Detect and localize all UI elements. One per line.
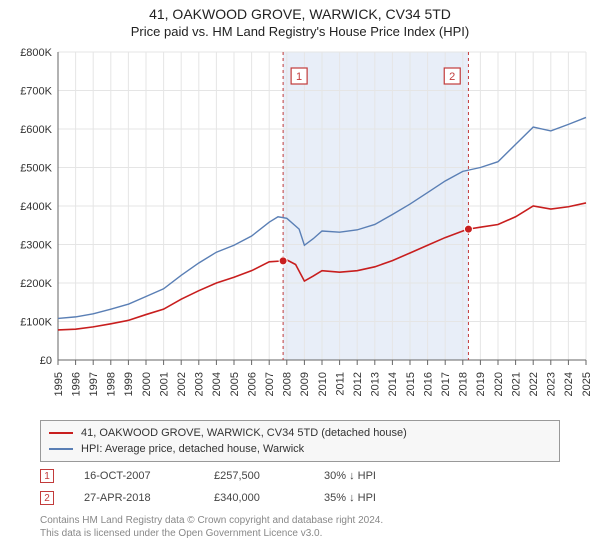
svg-text:2010: 2010 (317, 372, 329, 396)
sale-price: £257,500 (214, 470, 324, 482)
svg-text:2000: 2000 (141, 372, 153, 396)
sale-row: 1 16-OCT-2007£257,50030% ↓ HPI (40, 465, 560, 487)
svg-text:2025: 2025 (581, 372, 592, 396)
svg-text:1998: 1998 (106, 372, 118, 396)
svg-text:2023: 2023 (546, 372, 558, 396)
sale-diff: 30% ↓ HPI (324, 470, 434, 482)
svg-text:£100K: £100K (20, 317, 52, 329)
svg-text:1999: 1999 (123, 372, 135, 396)
svg-text:2014: 2014 (387, 372, 399, 396)
chart-svg: £0 £100K £200K £300K £400K £500K £600K £700K £80… (8, 44, 592, 416)
legend: 41, OAKWOOD GROVE, WARWICK, CV34 5TD (de… (40, 420, 560, 462)
sale-price: £340,000 (214, 492, 324, 504)
page-subtitle: Price paid vs. HM Land Registry's House … (0, 24, 600, 39)
svg-text:2001: 2001 (158, 372, 170, 396)
svg-text:2024: 2024 (563, 372, 575, 396)
svg-text:£200K: £200K (20, 278, 52, 290)
sale-marker: 1 (40, 469, 54, 483)
legend-row: HPI: Average price, detached house, Warw… (49, 441, 551, 457)
svg-text:2002: 2002 (176, 372, 188, 396)
svg-text:2015: 2015 (405, 372, 417, 396)
svg-text:£800K: £800K (20, 47, 52, 59)
svg-text:2003: 2003 (194, 372, 206, 396)
svg-text:2022: 2022 (528, 372, 540, 396)
svg-text:£0: £0 (40, 355, 52, 367)
price-chart: £0 £100K £200K £300K £400K £500K £600K £700K £80… (8, 44, 592, 416)
svg-text:2013: 2013 (370, 372, 382, 396)
legend-swatch (49, 432, 73, 434)
legend-row: 41, OAKWOOD GROVE, WARWICK, CV34 5TD (de… (49, 425, 551, 441)
legend-swatch (49, 448, 73, 450)
svg-text:2008: 2008 (282, 372, 294, 396)
svg-text:2021: 2021 (510, 372, 522, 396)
page-title: 41, OAKWOOD GROVE, WARWICK, CV34 5TD (0, 6, 600, 22)
svg-text:2018: 2018 (458, 372, 470, 396)
attribution-line-1: Contains HM Land Registry data © Crown c… (40, 514, 560, 527)
svg-text:2016: 2016 (422, 372, 434, 396)
svg-text:2007: 2007 (264, 372, 276, 396)
svg-text:1997: 1997 (88, 372, 100, 396)
svg-text:2012: 2012 (352, 372, 364, 396)
svg-text:2017: 2017 (440, 372, 452, 396)
svg-text:£400K: £400K (20, 201, 52, 213)
svg-text:1995: 1995 (53, 372, 65, 396)
svg-text:1: 1 (296, 71, 302, 83)
attribution: Contains HM Land Registry data © Crown c… (40, 514, 560, 540)
sale-date: 27-APR-2018 (84, 492, 214, 504)
attribution-line-2: This data is licensed under the Open Gov… (40, 527, 560, 540)
sale-date: 16-OCT-2007 (84, 470, 214, 482)
svg-text:£300K: £300K (20, 240, 52, 252)
legend-label: HPI: Average price, detached house, Warw… (81, 443, 304, 455)
sale-diff: 35% ↓ HPI (324, 492, 434, 504)
svg-text:2006: 2006 (246, 372, 258, 396)
title-block: 41, OAKWOOD GROVE, WARWICK, CV34 5TD Pri… (0, 0, 600, 41)
svg-text:2: 2 (449, 71, 455, 83)
svg-text:£500K: £500K (20, 163, 52, 175)
svg-text:2009: 2009 (299, 372, 311, 396)
svg-text:2011: 2011 (334, 372, 346, 396)
svg-text:2004: 2004 (211, 372, 223, 396)
sale-row: 2 27-APR-2018£340,00035% ↓ HPI (40, 487, 560, 509)
legend-label: 41, OAKWOOD GROVE, WARWICK, CV34 5TD (de… (81, 427, 407, 439)
svg-text:1996: 1996 (70, 372, 82, 396)
svg-text:2005: 2005 (229, 372, 241, 396)
svg-text:£700K: £700K (20, 86, 52, 98)
svg-text:2019: 2019 (475, 372, 487, 396)
svg-text:2020: 2020 (493, 372, 505, 396)
sale-marker: 2 (40, 491, 54, 505)
svg-text:£600K: £600K (20, 124, 52, 136)
sales-table: 1 16-OCT-2007£257,50030% ↓ HPI 2 27-APR-201… (40, 465, 560, 509)
